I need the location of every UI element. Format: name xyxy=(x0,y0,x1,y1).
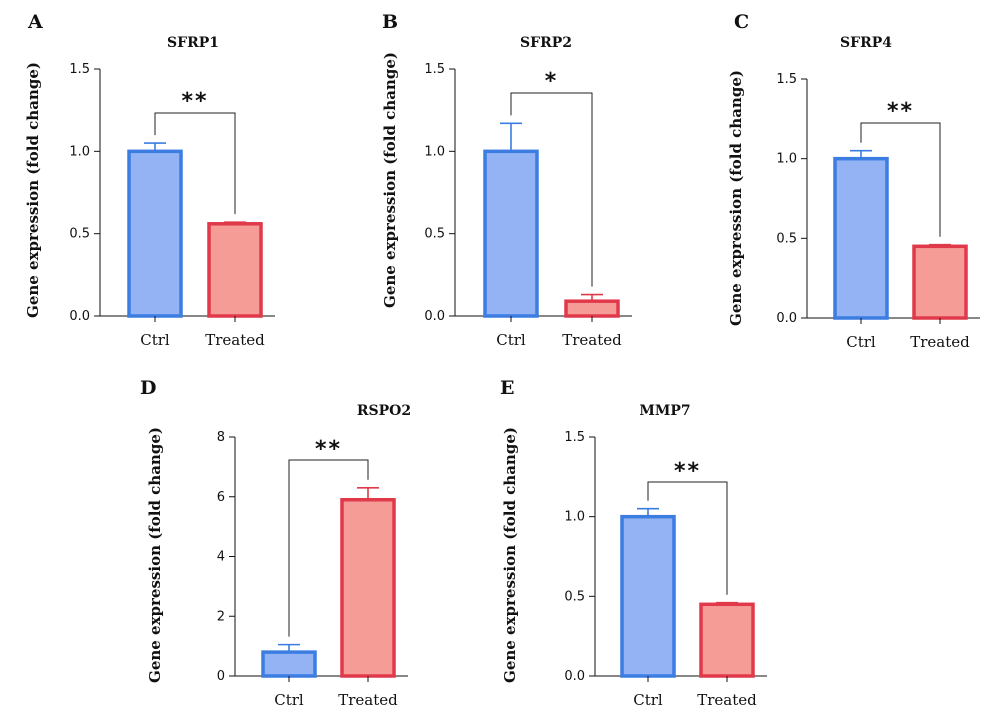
bar-ctrl xyxy=(127,149,183,318)
y-tick-label: 0.0 xyxy=(69,309,90,324)
y-tick-label: 8 xyxy=(217,430,225,445)
panel-d: D RSPO2 Gene expression (fold change) 0 2 4 6 8… xyxy=(140,377,411,709)
chart-title: SFRP2 xyxy=(520,35,572,51)
significance-bracket xyxy=(154,112,236,215)
y-tick-label: 0.0 xyxy=(564,669,585,684)
y-tick-label: 0.5 xyxy=(69,227,90,242)
bar-ctrl xyxy=(620,514,676,678)
y-axis-label: Gene expression (fold change) xyxy=(727,70,745,326)
y-tick-label: 1.5 xyxy=(424,62,445,77)
significance-bracket xyxy=(860,122,941,237)
chart-title: SFRP1 xyxy=(167,35,219,51)
y-tick-label: 1.5 xyxy=(776,72,797,87)
panel-letter: E xyxy=(500,377,514,399)
y-tick-label: 0 xyxy=(217,669,225,684)
y-tick-label: 6 xyxy=(217,490,225,505)
y-tick-label: 4 xyxy=(217,550,225,565)
bar-treated xyxy=(912,244,968,320)
panel-letter: B xyxy=(382,11,398,33)
y-tick-label: 0.5 xyxy=(424,227,445,242)
chart-title: SFRP4 xyxy=(840,35,892,51)
y-tick-label: 1.5 xyxy=(564,430,585,445)
significance-marker: ** xyxy=(887,99,914,124)
x-tick-label: Treated xyxy=(338,691,398,709)
significance-marker: ** xyxy=(181,89,208,114)
y-tick-label: 1.0 xyxy=(564,510,585,525)
x-tick-label: Treated xyxy=(205,331,265,349)
x-tick-label: Ctrl xyxy=(140,331,170,349)
y-tick-label: 0.0 xyxy=(424,309,445,324)
x-tick-label: Treated xyxy=(697,691,757,709)
y-tick-label: 0.0 xyxy=(776,311,797,326)
panel-c: C SFRP4 Gene expression (fold change) 0.0 0.… xyxy=(727,11,980,351)
y-tick-label: 0.5 xyxy=(564,589,585,604)
panel-a: A SFRP1 Gene expression (fold change) 0.0 0.… xyxy=(24,11,275,349)
y-axis-label: Gene expression (fold change) xyxy=(146,427,164,683)
x-tick-label: Treated xyxy=(562,331,622,349)
x-tick-label: Ctrl xyxy=(846,333,876,351)
chart-title: RSPO2 xyxy=(357,403,411,419)
significance-bracket xyxy=(510,92,593,287)
significance-bracket xyxy=(647,481,728,595)
significance-marker: ** xyxy=(674,459,701,484)
y-tick-label: 1.0 xyxy=(424,144,445,159)
panel-letter: C xyxy=(734,11,749,33)
chart-title: MMP7 xyxy=(639,403,690,419)
y-tick-label: 1.0 xyxy=(776,152,797,167)
x-tick-label: Ctrl xyxy=(496,331,526,349)
significance-marker: ** xyxy=(315,437,342,462)
panel-letter: A xyxy=(27,11,43,33)
bar-treated xyxy=(207,222,263,318)
panel-letter: D xyxy=(140,377,156,399)
y-tick-label: 1.0 xyxy=(69,144,90,159)
y-tick-label: 0.5 xyxy=(776,231,797,246)
panel-b: B SFRP2 Gene expression (fold change) 0.0 0.… xyxy=(381,11,632,349)
bar-ctrl xyxy=(833,156,889,320)
x-tick-label: Ctrl xyxy=(633,691,663,709)
y-tick-label: 1.5 xyxy=(69,62,90,77)
bar-ctrl xyxy=(261,650,317,678)
significance-bracket xyxy=(288,459,369,637)
y-axis-label: Gene expression (fold change) xyxy=(381,52,399,308)
panel-e: E MMP7 Gene expression (fold change) 0.0 0.5… xyxy=(500,377,767,709)
y-axis-label: Gene expression (fold change) xyxy=(501,427,519,683)
significance-marker: * xyxy=(545,69,559,94)
y-tick-label: 2 xyxy=(217,609,225,624)
bar-ctrl xyxy=(483,149,539,318)
x-tick-label: Treated xyxy=(910,333,970,351)
bar-treated xyxy=(564,299,620,318)
bar-treated xyxy=(340,497,396,678)
x-tick-label: Ctrl xyxy=(274,691,304,709)
bar-treated xyxy=(699,602,755,678)
y-axis-label: Gene expression (fold change) xyxy=(24,62,42,318)
